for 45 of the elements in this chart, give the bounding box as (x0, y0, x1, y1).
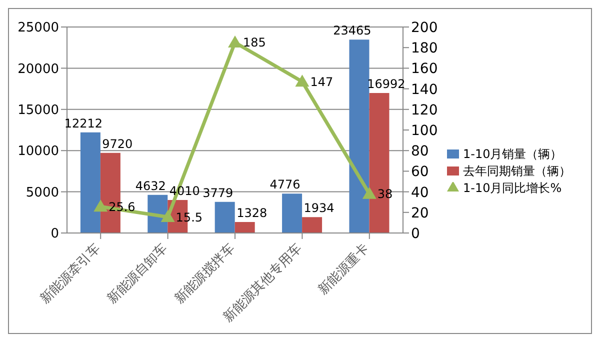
y2-tick-label: 160 (411, 61, 438, 78)
point (228, 35, 242, 48)
legend-label: 去年同期销量（辆） (463, 164, 571, 178)
y2-tick-label: 80 (411, 144, 429, 160)
data-label: 1328 (236, 206, 268, 220)
data-label: 9720 (102, 136, 133, 151)
y2-tick-label: 120 (411, 102, 438, 118)
legend-label: 1-10月销量（辆） (463, 146, 562, 160)
bar (302, 217, 322, 233)
y-tick-label: 20000 (18, 62, 59, 77)
y-tick-label: 15000 (18, 103, 59, 118)
y-tick-label: 5000 (26, 185, 59, 200)
y-tick-label: 10000 (18, 144, 59, 160)
data-label: 12212 (64, 116, 103, 130)
point (160, 210, 175, 222)
data-label: 1934 (304, 201, 334, 216)
data-label: 3779 (202, 186, 234, 200)
data-label: 25.6 (108, 200, 136, 214)
data-label: 23465 (333, 24, 372, 38)
x-tick-label: 新能源自卸车 (104, 241, 171, 307)
legend-label: 1-10月同比增长% (463, 180, 562, 194)
y2-tick-label: 0 (411, 226, 420, 242)
data-label: 185 (243, 36, 266, 50)
x-tick-label: 新能源牵引车 (38, 241, 104, 307)
bar (214, 202, 235, 233)
point (295, 74, 310, 87)
y-tick-label: 25000 (18, 20, 59, 36)
y2-tick-label: 40 (411, 184, 429, 201)
y2-tick-label: 180 (411, 40, 438, 57)
point (362, 186, 376, 199)
bar (282, 194, 302, 233)
y2-tick-label: 140 (411, 82, 438, 98)
y2-tick-label: 100 (411, 122, 438, 139)
bar (80, 132, 100, 233)
data-label: 147 (310, 74, 334, 89)
point (94, 200, 108, 212)
y2-tick-label: 60 (411, 164, 429, 180)
data-label: 4776 (270, 178, 300, 192)
data-label: 4632 (135, 178, 166, 193)
y2-tick-label: 20 (411, 205, 429, 222)
y-tick-label: 0 (50, 226, 59, 242)
y2-tick-label: 200 (411, 20, 438, 36)
x-tick-label: 新能源重卡 (316, 241, 372, 298)
bar (234, 222, 255, 233)
bar (349, 40, 370, 233)
